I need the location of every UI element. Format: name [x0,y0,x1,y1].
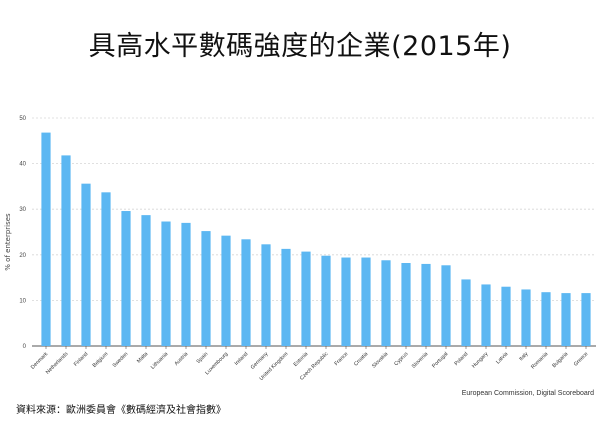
bar [301,251,311,346]
x-tick-label: Croatia [353,351,369,367]
x-tick-label: Sweden [112,351,130,369]
x-tick-label: Poland [454,351,470,367]
bar [561,293,571,346]
x-tick-label: Germany [250,351,270,371]
bar [81,183,91,346]
gridlines [32,117,596,347]
bar [441,265,451,346]
bar [461,279,471,346]
bar [61,155,71,346]
bar [581,293,591,346]
x-tick-label: Lithuania [150,351,169,370]
bar [541,292,551,346]
bar [101,192,111,346]
x-tick-label: Denmark [30,351,50,371]
y-tick-label: 30 [19,207,26,213]
x-tick-label: Netherlands [45,351,70,376]
x-tick-label: Portugal [431,351,449,369]
x-tick-label: France [334,351,350,367]
x-tick-label: Greece [573,351,590,368]
source-note-english: European Commission, Digital Scoreboard [461,390,594,397]
x-tick-label: Estonia [293,351,310,368]
bar [41,132,51,346]
bar [121,211,131,346]
x-tick-label: Latvia [495,351,509,365]
bar [381,260,391,346]
bar [261,244,271,346]
x-tick-label: Belgium [92,351,110,369]
bar [221,235,231,346]
x-tick-label: Romania [530,351,549,370]
bar [181,222,191,346]
bar [361,257,371,346]
x-tick-label: Hungary [471,351,490,370]
y-tick-label: 40 [19,162,26,168]
page-title: 具高水平數碼強度的企業(2015年) [88,31,512,62]
x-tick-label: Bulgaria [551,351,569,369]
y-tick-label: 20 [19,253,26,259]
bar [161,221,171,346]
bar [281,248,291,346]
y-axis-ticks: 0 10 20 30 40 50 [19,116,26,350]
x-tick-label: Slovakia [371,351,389,369]
x-tick-label: Ireland [234,351,250,367]
x-tick-label: Slovenia [411,351,430,370]
bars [41,132,591,346]
y-tick-label: 0 [23,344,27,350]
source-note-chinese: 資料來源：歐洲委員會《數碼經濟及社會指數》 [16,405,226,416]
bar [521,289,531,346]
y-tick-label: 10 [19,298,26,304]
bar [321,255,331,346]
bar [401,263,411,346]
x-tick-label: Austria [174,351,190,367]
x-tick-label: Cyprus [393,351,409,367]
x-tick-label: Spain [196,351,210,365]
bar [421,263,431,346]
bar [481,284,491,346]
x-tick-label: Finland [73,351,90,368]
bar [341,257,351,346]
x-tick-label: Malta [136,351,149,364]
x-tick-label: Italy [518,351,529,362]
bar [141,215,151,346]
bar [201,231,211,346]
y-tick-label: 50 [19,116,26,122]
bar [501,286,511,346]
bar [241,239,251,346]
